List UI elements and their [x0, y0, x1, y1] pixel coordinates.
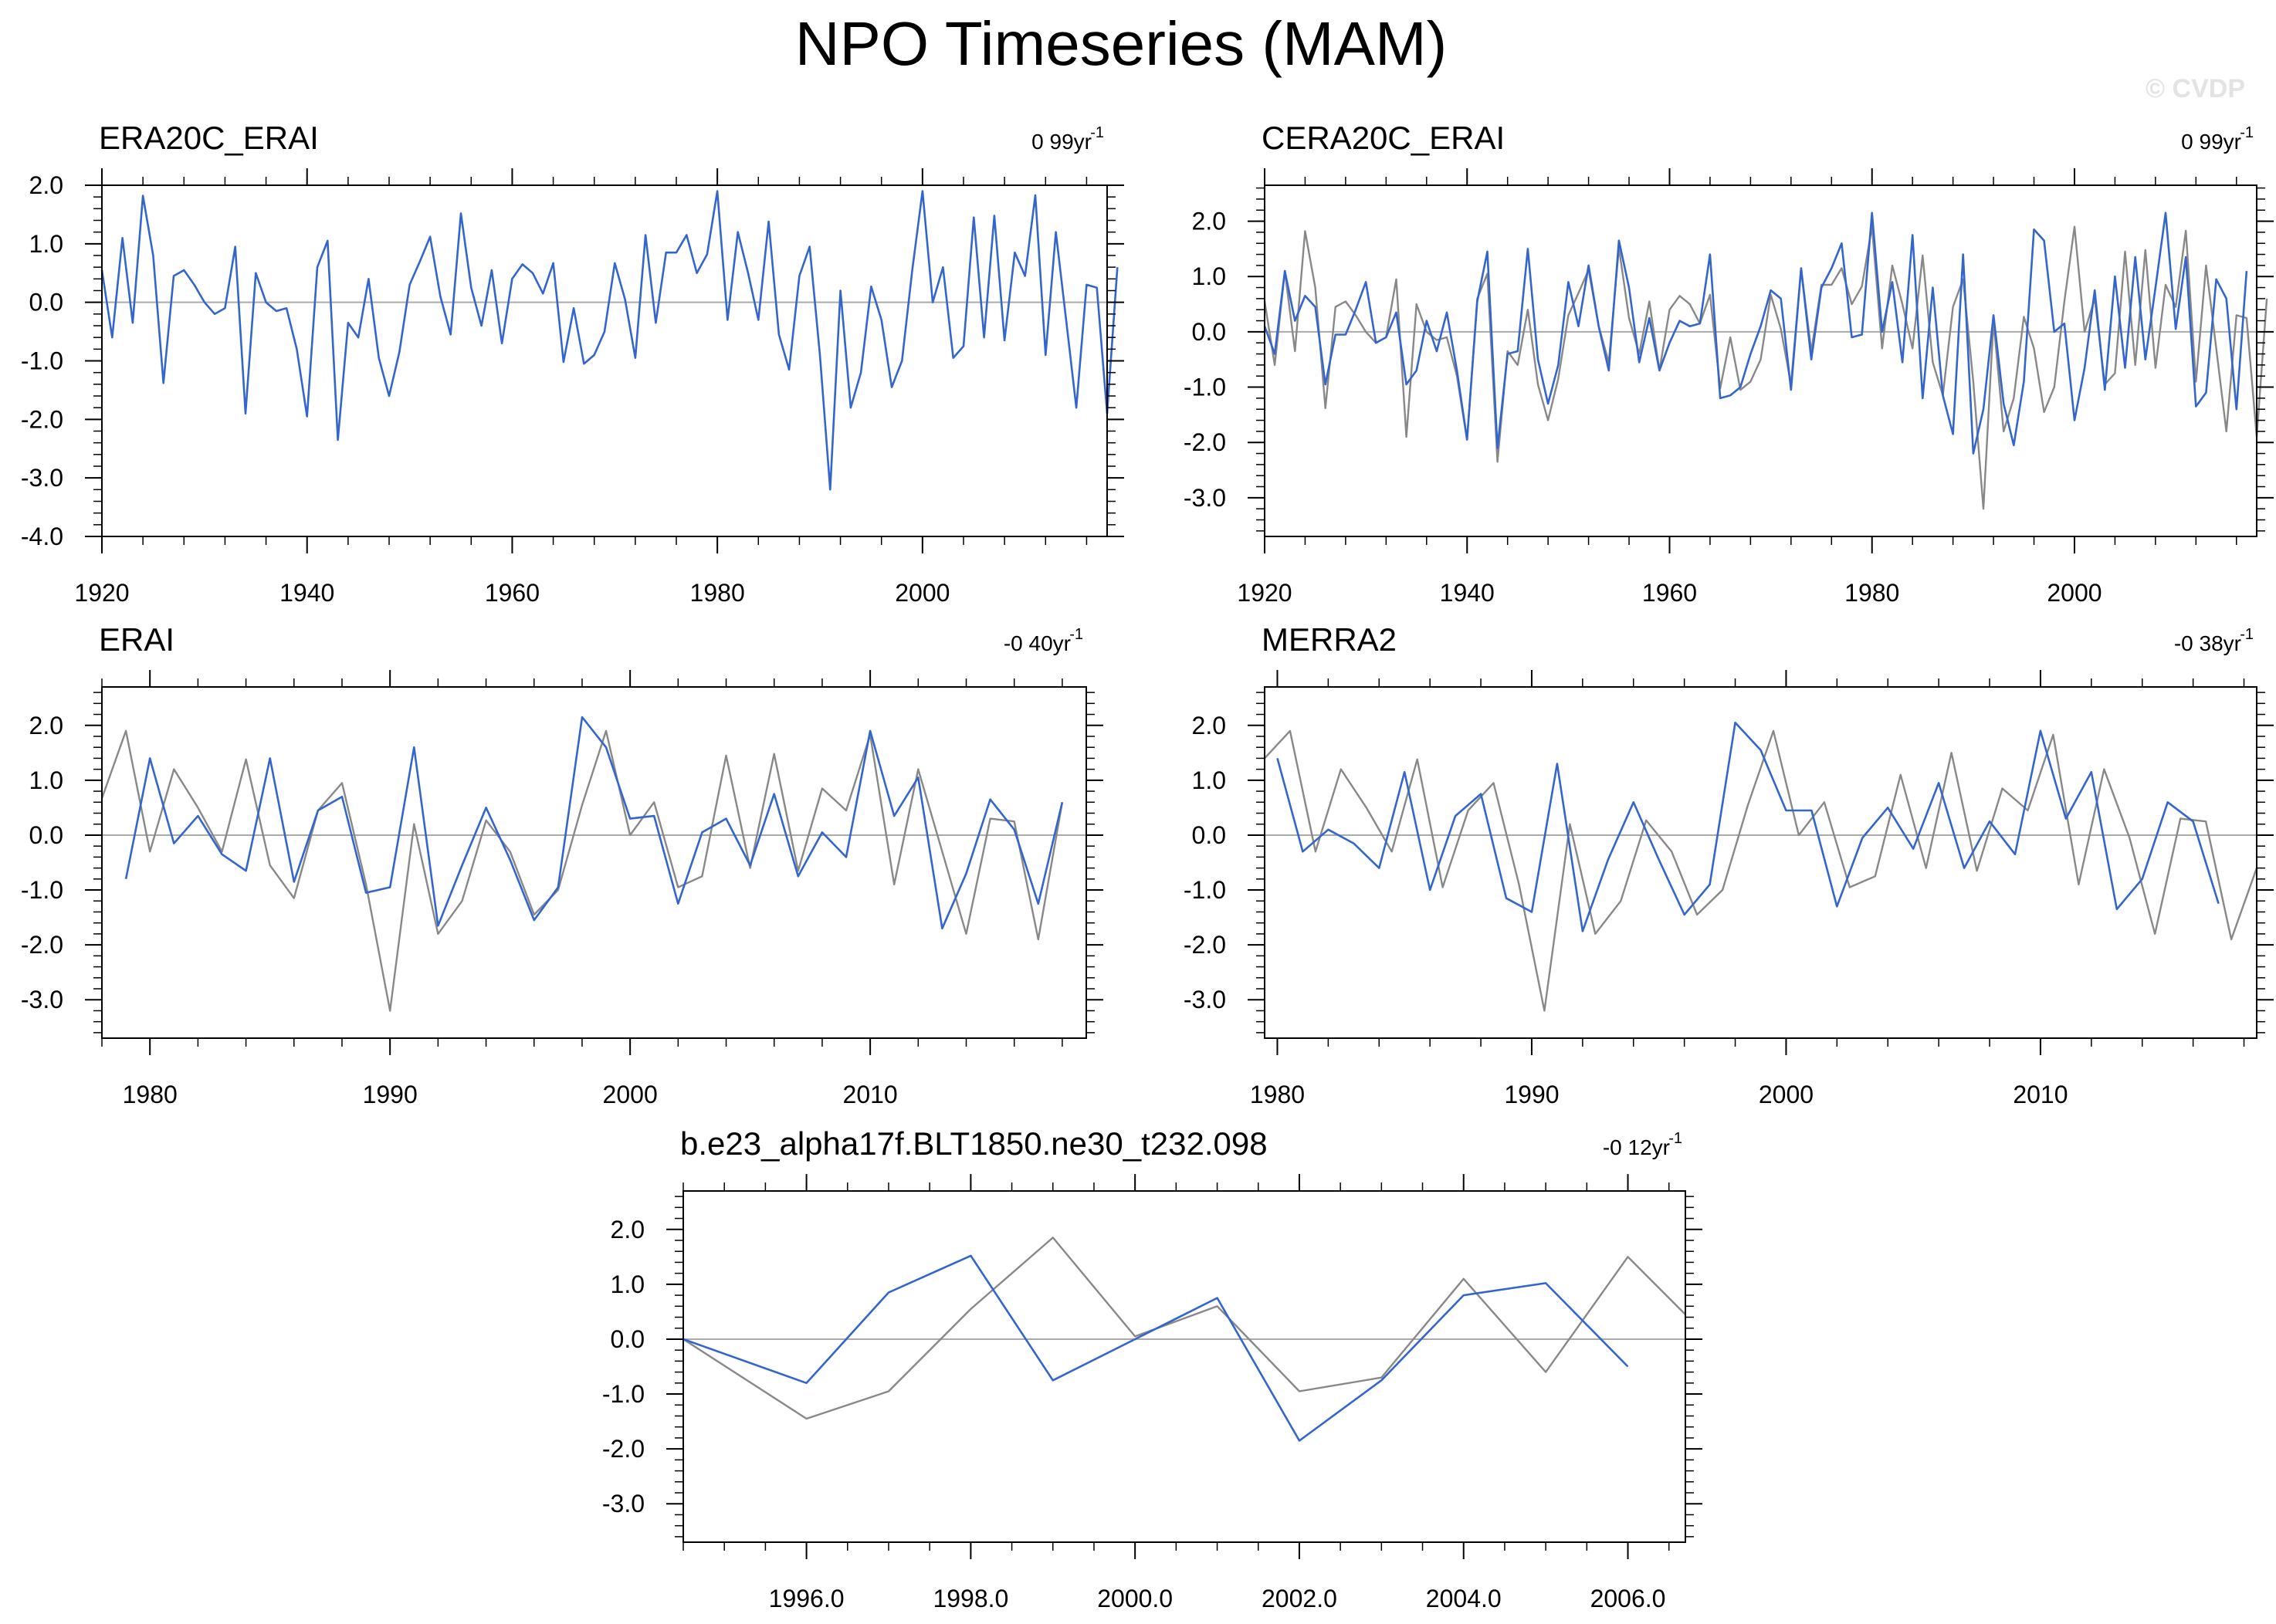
series-line-model: [100, 190, 1119, 491]
x-tick-label: 1920: [1237, 579, 1292, 607]
trend-label: 0 99yr: [2181, 130, 2241, 154]
x-tick-label: 1980: [1844, 579, 1899, 607]
x-tick-label: 1998.0: [933, 1585, 1008, 1612]
trend-label: -0 12yr: [1603, 1135, 1670, 1159]
y-tick-label: -1.0: [21, 347, 63, 375]
panel-title: ERAI: [99, 621, 174, 658]
x-tick-label: 1920: [74, 579, 129, 607]
y-tick-label: 1.0: [611, 1270, 645, 1298]
y-tick-label: -2.0: [1184, 428, 1226, 456]
figure-title: NPO Timeseries (MAM): [795, 9, 1448, 78]
x-tick-label: 2000: [603, 1081, 658, 1108]
y-tick-label: -1.0: [1184, 876, 1226, 904]
y-tick-label: -2.0: [602, 1435, 645, 1463]
panels-group: -4.0 -3.0 -2.0 -1.0 0.0 1.0 2.0 1920 1940 1960 198…: [21, 120, 2274, 1612]
trend-label: 0 99yr: [1031, 130, 1092, 154]
plot-frame: [101, 686, 1087, 1039]
y-tick-label: 2.0: [1192, 712, 1226, 739]
plot-frame: [1264, 686, 2257, 1039]
y-tick-label: -2.0: [21, 931, 63, 959]
series-line-obs: [1264, 729, 2258, 1012]
x-tick-label: 2010: [843, 1081, 898, 1108]
y-tick-label: -3.0: [21, 986, 63, 1013]
x-tick-label: 2004.0: [1426, 1585, 1502, 1612]
y-tick-label: 2.0: [611, 1216, 645, 1243]
y-tick-label: -3.0: [21, 464, 63, 492]
plot-frame: [1264, 184, 2257, 537]
x-tick-label: 1980: [1250, 1081, 1305, 1108]
series-line-model: [1276, 721, 2220, 932]
panel-title: b.e23_alpha17f.BLT1850.ne30_t232.098: [680, 1125, 1268, 1162]
panel-title: MERRA2: [1262, 621, 1397, 658]
y-tick-label: 0.0: [29, 821, 63, 849]
y-tick-label: 0.0: [1192, 821, 1226, 849]
y-tick-label: 1.0: [29, 230, 63, 258]
x-tick-label: 1940: [279, 579, 334, 607]
y-tick-label: -1.0: [21, 876, 63, 904]
x-tick-label: 1960: [485, 579, 540, 607]
series-line-model: [1263, 211, 2248, 455]
trend-exponent: -1: [1090, 124, 1104, 141]
chart-panel-3: -3.0 -2.0 -1.0 0.0 1.0 2.0 1980 1990 2000 2010 ERA…: [21, 621, 1103, 1108]
trend-exponent: -1: [2240, 626, 2254, 643]
y-tick-label: 2.0: [29, 171, 63, 199]
y-tick-label: -1.0: [602, 1380, 645, 1408]
trend-exponent: -1: [2240, 124, 2254, 141]
y-tick-label: 1.0: [29, 766, 63, 794]
y-tick-label: -3.0: [602, 1490, 645, 1517]
y-tick-label: 2.0: [1192, 208, 1226, 235]
x-tick-label: 1980: [690, 579, 745, 607]
y-tick-label: 1.0: [1192, 262, 1226, 290]
y-tick-label: 2.0: [29, 712, 63, 739]
chart-panel-4: -3.0 -2.0 -1.0 0.0 1.0 2.0 1980 1990 2000 2010 MER…: [1184, 621, 2274, 1108]
x-tick-label: 2000: [1759, 1081, 1814, 1108]
x-tick-label: 2002.0: [1262, 1585, 1337, 1612]
x-tick-label: 1990: [363, 1081, 418, 1108]
plot-frame: [101, 184, 1108, 537]
x-tick-label: 2000.0: [1097, 1585, 1173, 1612]
watermark-text: © CVDP: [2146, 74, 2245, 103]
y-tick-label: 0.0: [29, 289, 63, 316]
y-tick-label: -3.0: [1184, 484, 1226, 512]
chart-panel-2: -3.0 -2.0 -1.0 0.0 1.0 2.0 1920 1940 1960 1980 200…: [1184, 120, 2274, 607]
x-tick-label: 1980: [123, 1081, 178, 1108]
y-tick-label: -1.0: [1184, 374, 1226, 401]
panel-title: CERA20C_ERAI: [1262, 120, 1505, 156]
x-tick-label: 2010: [2013, 1081, 2068, 1108]
x-tick-label: 2000: [2047, 579, 2102, 607]
y-tick-label: -3.0: [1184, 986, 1226, 1013]
chart-panel-5: -3.0 -2.0 -1.0 0.0 1.0 2.0 1996.0 1998.0 2000.0 2…: [602, 1125, 1702, 1612]
x-tick-label: 2000: [895, 579, 950, 607]
series-line-model: [682, 1254, 1629, 1442]
x-tick-label: 1990: [1504, 1081, 1559, 1108]
panel-title: ERA20C_ERAI: [99, 120, 319, 156]
chart-panel-1: -4.0 -3.0 -2.0 -1.0 0.0 1.0 2.0 1920 1940 1960 198…: [21, 120, 1124, 607]
y-tick-label: -4.0: [21, 523, 63, 550]
y-tick-label: 0.0: [1192, 318, 1226, 346]
x-tick-label: 1960: [1642, 579, 1697, 607]
x-tick-label: 1940: [1440, 579, 1495, 607]
series-line-obs: [682, 1237, 1686, 1420]
trend-label: -0 40yr: [1004, 631, 1071, 655]
plot-frame: [682, 1190, 1686, 1543]
y-tick-label: 1.0: [1192, 766, 1226, 794]
x-tick-label: 2006.0: [1590, 1585, 1666, 1612]
y-tick-label: -2.0: [1184, 931, 1226, 959]
x-tick-label: 1996.0: [769, 1585, 845, 1612]
y-tick-label: 0.0: [611, 1325, 645, 1353]
trend-exponent: -1: [1668, 1130, 1682, 1147]
trend-label: -0 38yr: [2174, 631, 2241, 655]
trend-exponent: -1: [1069, 626, 1083, 643]
series-line-obs: [1263, 225, 2268, 510]
y-tick-label: -2.0: [21, 405, 63, 433]
series-line-obs: [100, 729, 1064, 1012]
series-line-model: [124, 716, 1064, 930]
